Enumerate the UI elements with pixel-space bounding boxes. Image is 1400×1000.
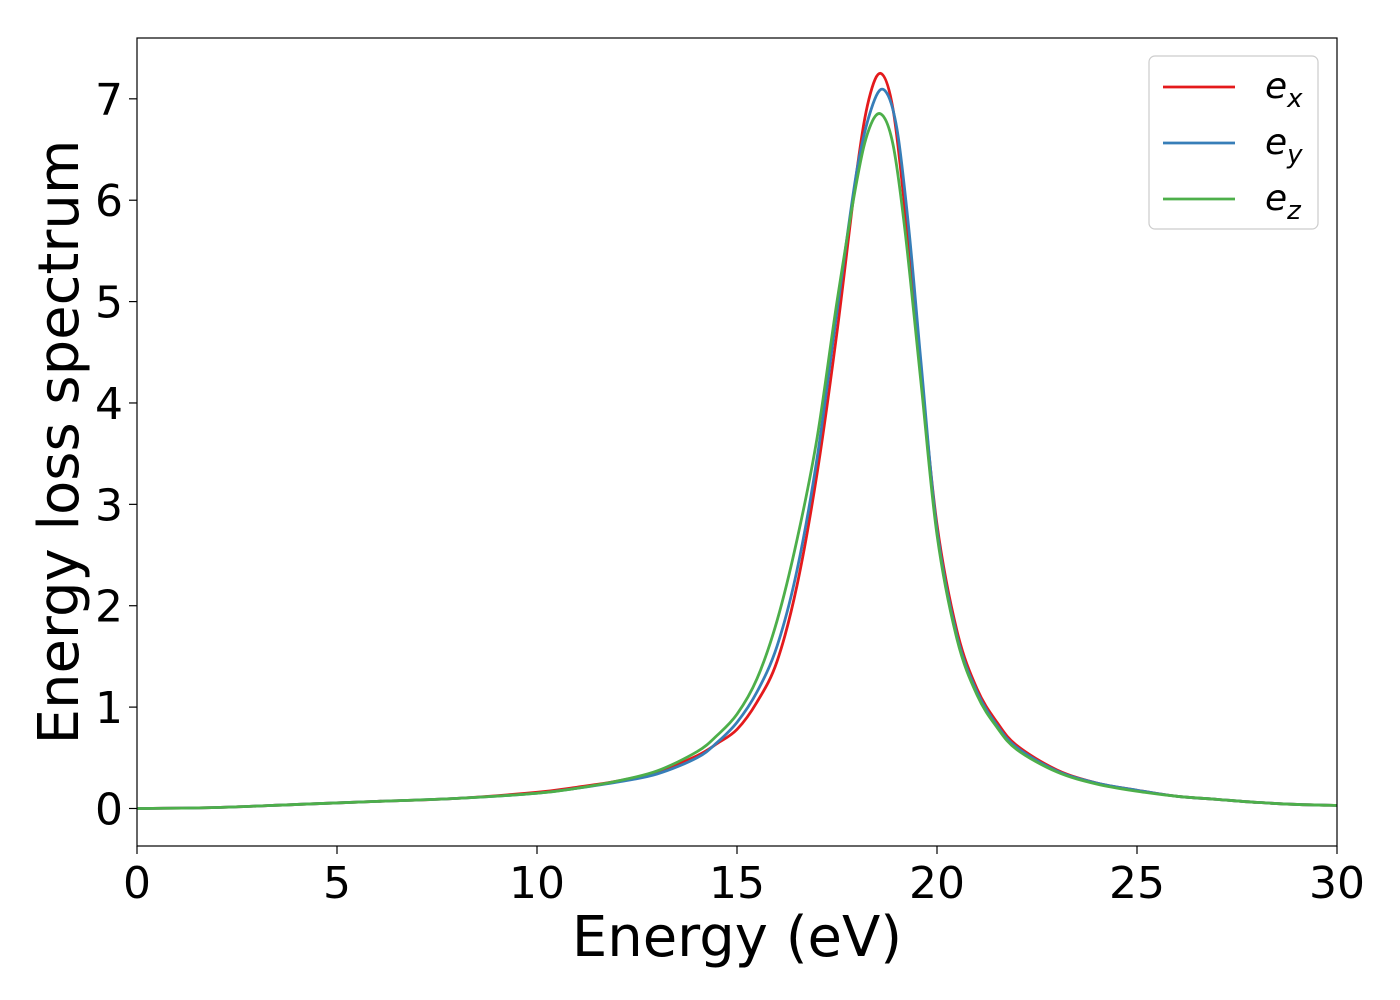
x-tick-label: 15 — [709, 858, 765, 909]
legend-label-main: e — [1265, 66, 1287, 107]
legend-item-e-z: ez — [1163, 178, 1302, 226]
y-axis-ticks: 0 1 2 3 4 5 6 7 — [95, 75, 137, 835]
x-axis-label: Energy (eV) — [572, 905, 902, 970]
series-lines — [137, 72, 1337, 810]
series-line-e-z — [137, 112, 1337, 810]
y-tick-label: 0 — [95, 784, 123, 835]
legend-label-subscript: x — [1286, 84, 1303, 114]
y-tick-label: 6 — [95, 176, 123, 227]
y-tick-label: 5 — [95, 278, 123, 329]
legend-label: ez — [1265, 178, 1302, 226]
legend-item-e-x: ex — [1163, 66, 1303, 114]
legend-label: ey — [1265, 122, 1303, 170]
y-tick-label: 2 — [95, 582, 123, 633]
legend-label-subscript: y — [1286, 140, 1303, 170]
legend-item-e-y: ey — [1163, 122, 1303, 170]
legend-label-main: e — [1265, 178, 1287, 219]
legend-label: ex — [1265, 66, 1303, 114]
x-tick-label: 30 — [1309, 858, 1365, 909]
y-tick-label: 1 — [95, 683, 123, 734]
y-axis-label: Energy loss spectrum — [27, 140, 92, 745]
x-tick-label: 20 — [909, 858, 965, 909]
legend-label-subscript: z — [1286, 196, 1302, 226]
x-tick-label: 0 — [123, 858, 151, 909]
y-tick-label: 7 — [95, 75, 123, 126]
y-tick-label: 4 — [95, 379, 123, 430]
legend-label-main: e — [1265, 122, 1287, 163]
x-tick-label: 10 — [509, 858, 565, 909]
x-tick-label: 25 — [1109, 858, 1165, 909]
y-tick-label: 3 — [95, 480, 123, 531]
x-axis-ticks: 0 5 10 15 20 25 30 — [123, 846, 1365, 909]
x-tick-label: 5 — [323, 858, 351, 909]
